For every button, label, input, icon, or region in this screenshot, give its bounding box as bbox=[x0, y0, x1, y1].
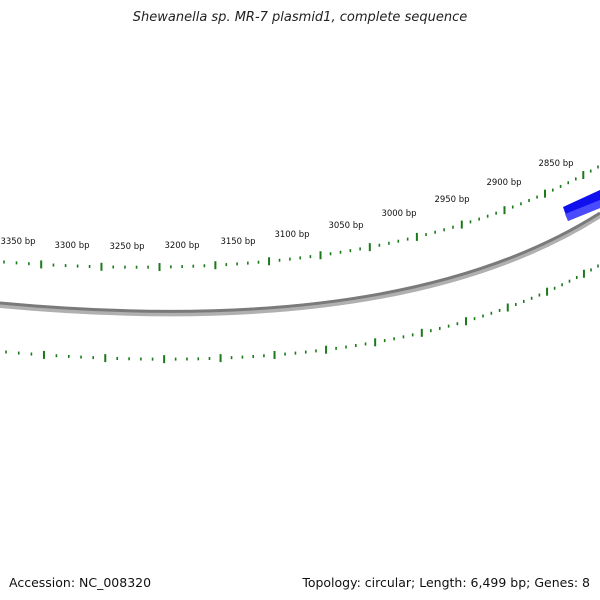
tick-label: 3250 bp bbox=[109, 242, 144, 252]
tick-label: 3350 bp bbox=[0, 237, 35, 247]
summary-text: Topology: circular; Length: 6,499 bp; Ge… bbox=[302, 575, 590, 590]
map-title: Shewanella sp. MR-7 plasmid1, complete s… bbox=[132, 10, 468, 25]
tick-label: 2900 bp bbox=[486, 178, 521, 188]
backbone-arc bbox=[0, 211, 600, 313]
accession-text: Accession: NC_008320 bbox=[9, 575, 152, 590]
tick-label: 2850 bp bbox=[538, 159, 573, 169]
tick-label: 3100 bp bbox=[274, 230, 309, 240]
tick-label: 3300 bp bbox=[54, 241, 89, 251]
outer-ticks bbox=[3, 165, 599, 272]
tick-label: 3150 bp bbox=[220, 237, 255, 247]
tick-label: 3050 bp bbox=[328, 221, 363, 231]
tick-label: 3200 bp bbox=[164, 241, 199, 251]
tick-label: 3000 bp bbox=[381, 209, 416, 219]
inner-ticks bbox=[5, 264, 599, 364]
backbone-shadow bbox=[0, 212, 600, 317]
tick-labels: 3350 bp 3300 bp 3250 bp 3200 bp 3150 bp 3100 … bbox=[0, 159, 573, 252]
gene-feature-shade bbox=[565, 200, 600, 221]
tick-label: 2950 bp bbox=[434, 195, 469, 205]
